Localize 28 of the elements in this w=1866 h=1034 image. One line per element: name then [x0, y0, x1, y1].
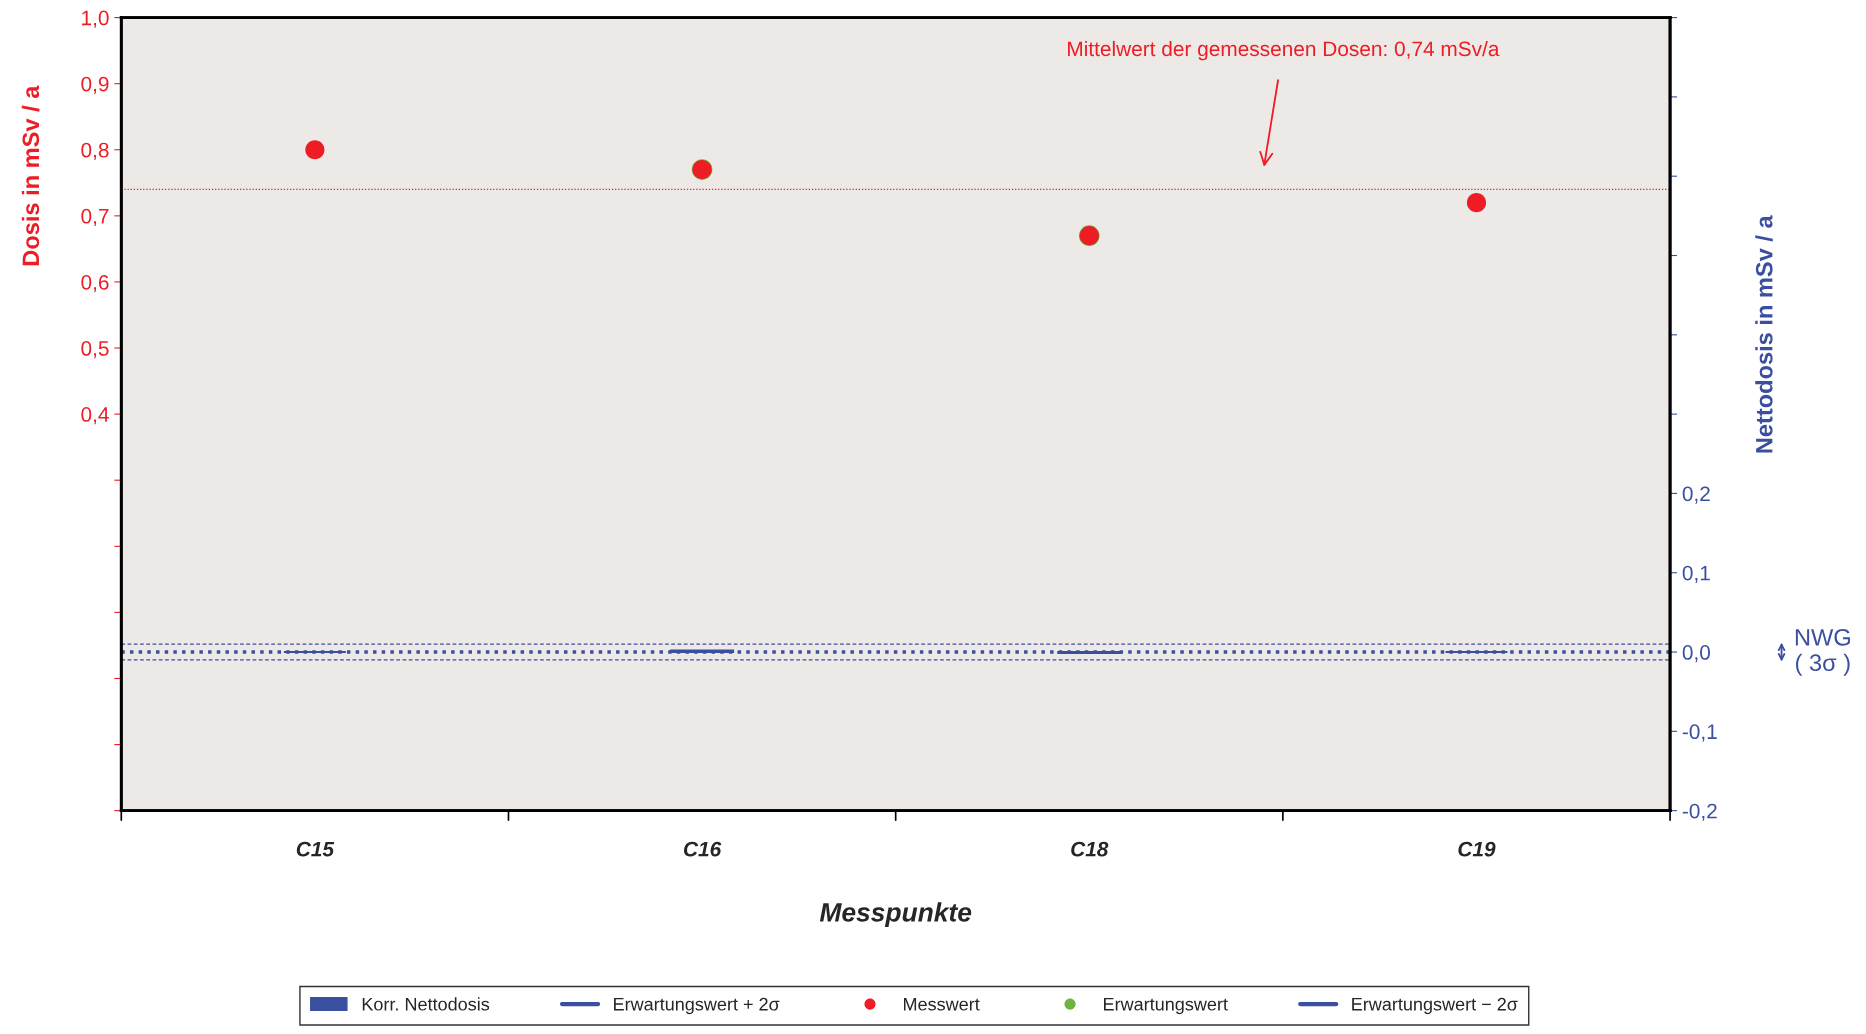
x-axis-title: Messpunkte — [819, 902, 972, 927]
point — [305, 140, 325, 160]
y-tick-label: 0,8 — [81, 142, 109, 160]
x-tick-label: C16 — [683, 841, 722, 857]
y-tick-label: 0,6 — [81, 274, 109, 293]
x-tick-label: C18 — [1071, 841, 1109, 857]
legend-label: Erwartungswert — [1104, 997, 1228, 1015]
point — [1466, 193, 1487, 213]
y-tick-label: 0,7 — [81, 208, 109, 227]
y2-tick-label: 0,2 — [1682, 486, 1710, 504]
legend-label: Erwartungswert − 2σ — [1352, 997, 1518, 1015]
y2-tick-label: 0,0 — [1682, 645, 1711, 663]
legend-label: Messwert — [903, 997, 980, 1011]
y2-tick-label: -0,1 — [1682, 724, 1717, 742]
y-axis-title: Dosis in mSv / a — [21, 85, 40, 266]
y-tick-label: 0,5 — [81, 341, 109, 359]
x-tick-label: C15 — [296, 841, 335, 857]
y-tick-label: 1,0 — [82, 10, 109, 28]
y2-tick-label: -0,2 — [1682, 803, 1717, 821]
y2-axis-title: Nettodosis in mSv / a — [1755, 215, 1773, 453]
legend-label: Erwartungswert + 2σ — [614, 997, 780, 1015]
text: NWG ( 3σ ) — [1795, 628, 1850, 676]
x-tick-label: C19 — [1458, 841, 1496, 857]
y2-tick-label: 0,1 — [1682, 565, 1710, 583]
y-tick-label: 0,4 — [81, 407, 109, 425]
y-tick-label: 0,9 — [81, 76, 109, 94]
ref-line-label: Mittelwert der gemessenen Dosen: 0,74 mSv/a — [1068, 40, 1500, 61]
legend-label: Korr. Nettodosis — [362, 997, 490, 1011]
